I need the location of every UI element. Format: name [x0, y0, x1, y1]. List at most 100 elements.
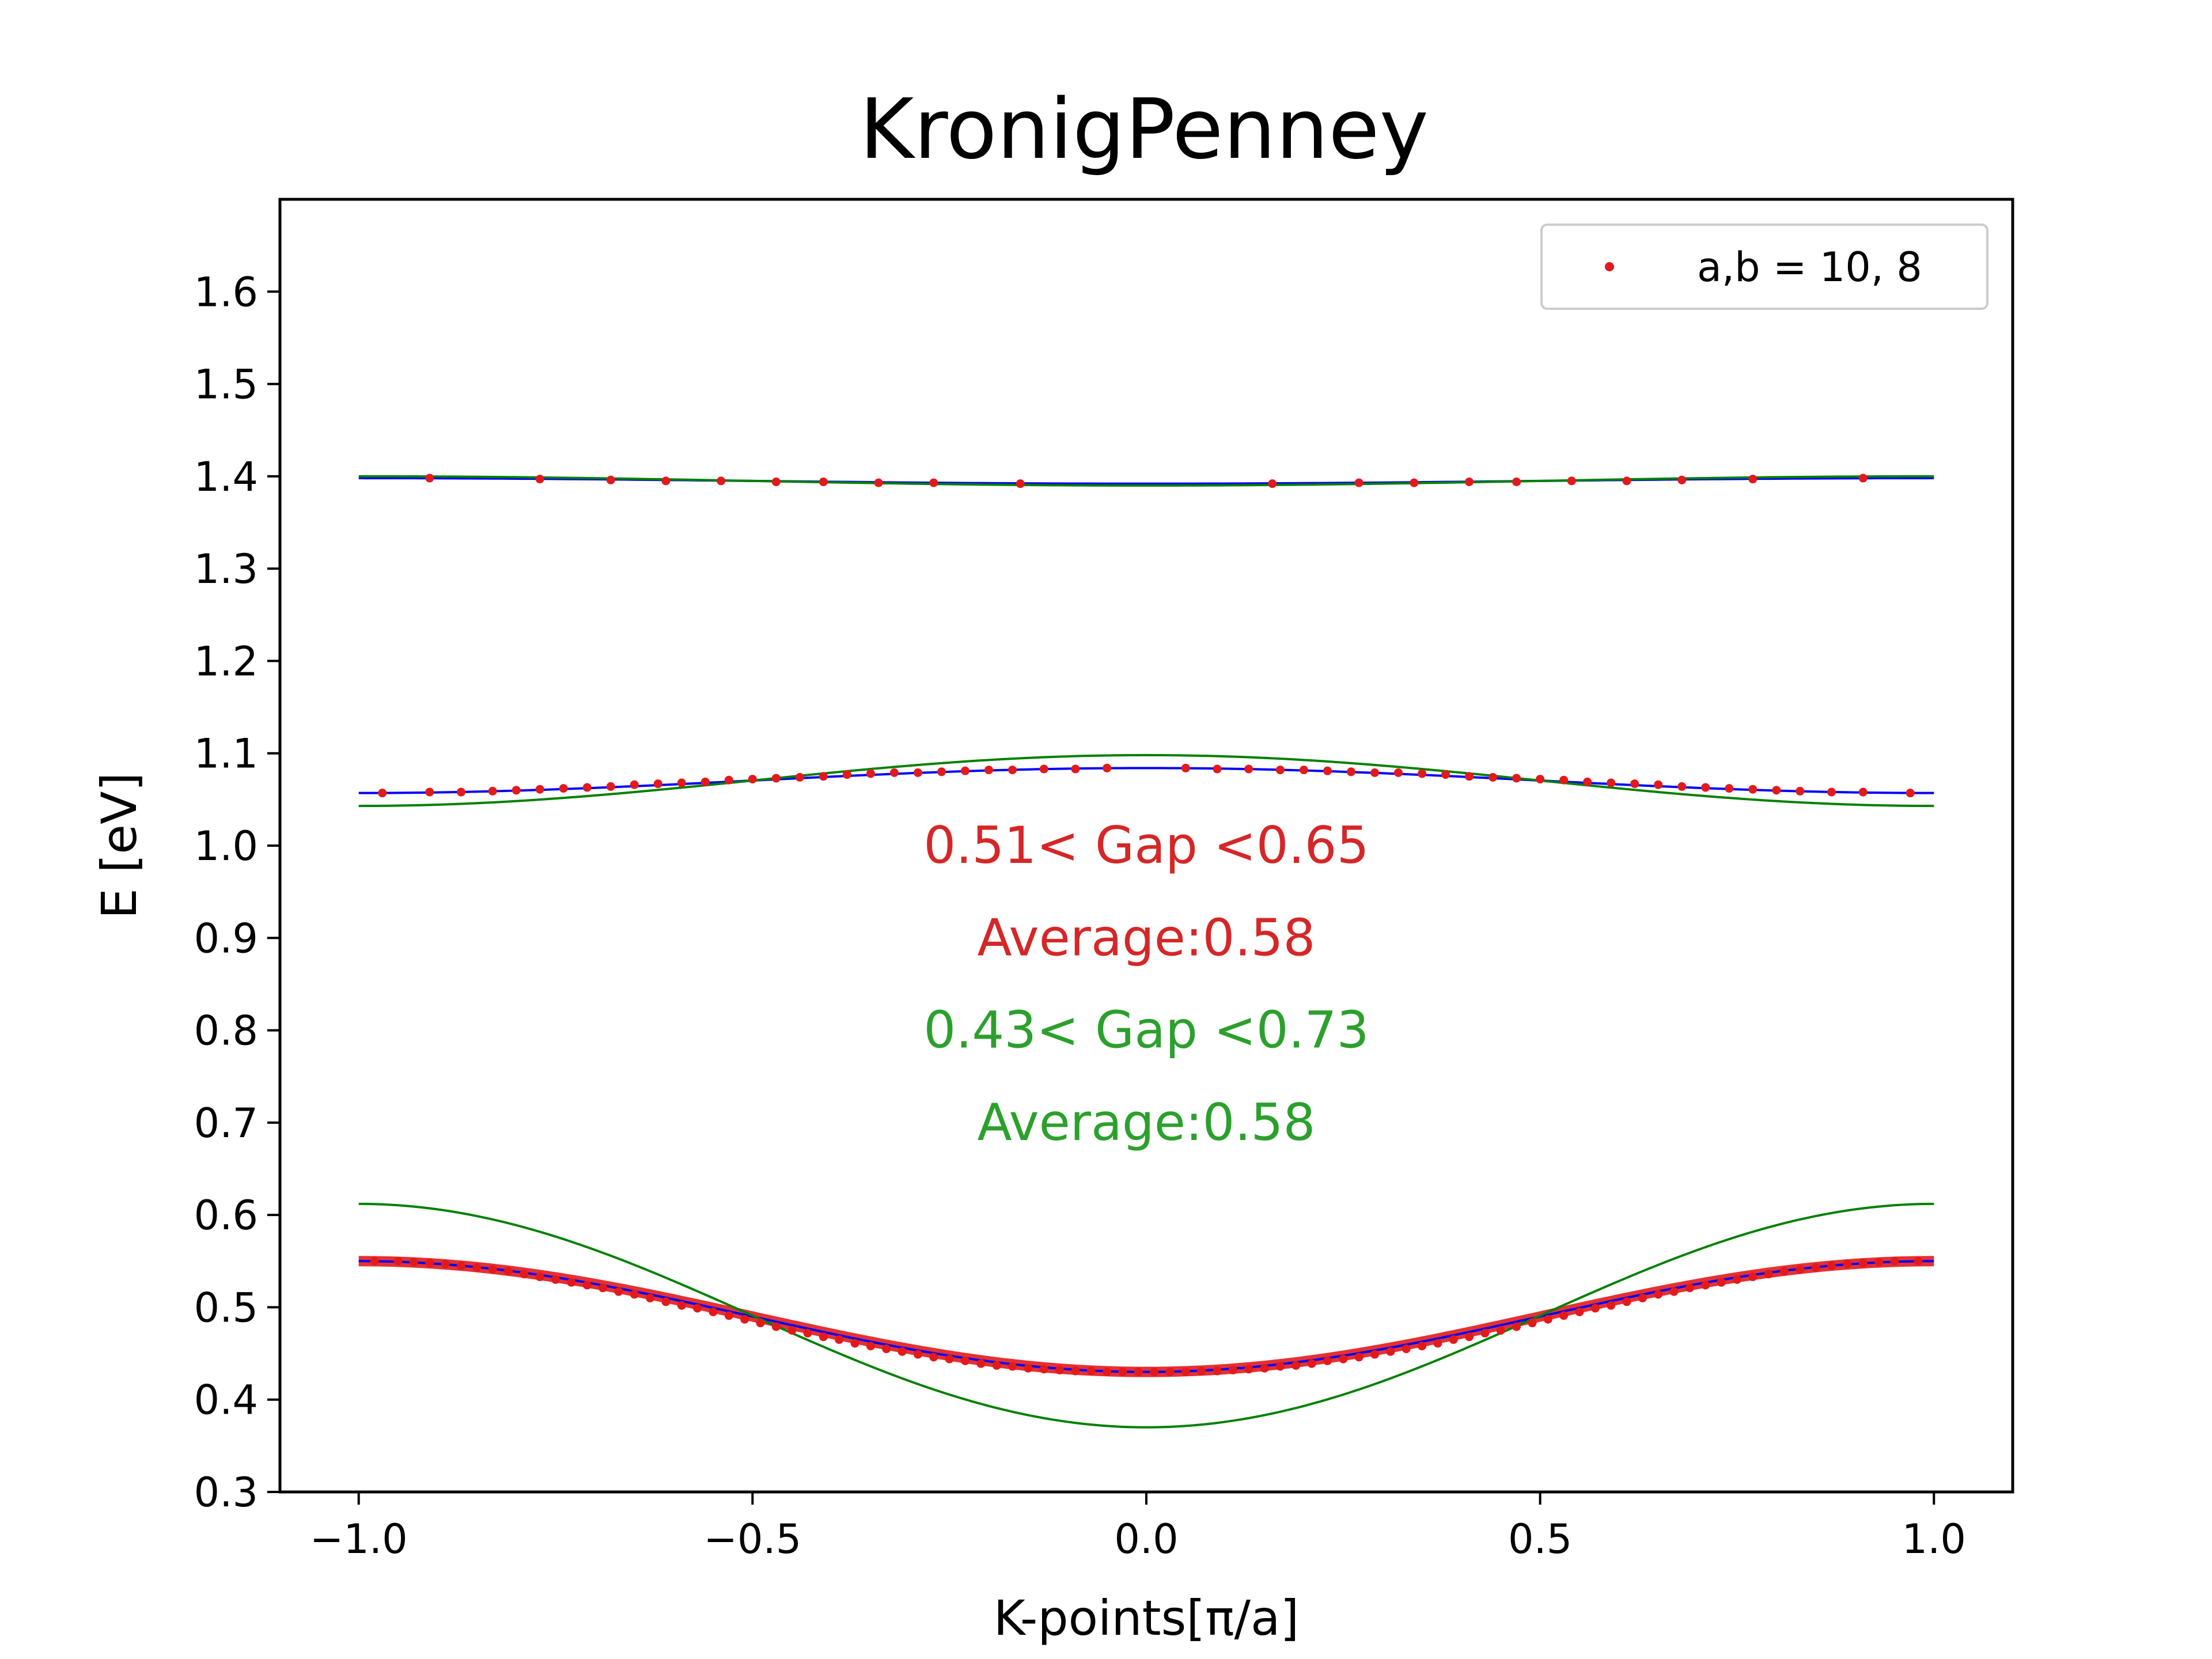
band-0-point-51 — [1181, 1368, 1190, 1377]
y-tick-label-0: 0.3 — [194, 1469, 258, 1516]
band-0-point-20 — [693, 1304, 702, 1313]
annotation-3: Average:0.58 — [978, 1093, 1316, 1152]
band-0-point-10 — [535, 1272, 544, 1282]
band-1-point-25 — [1008, 766, 1017, 775]
annotations-layer: 0.51< Gap <0.65 Average:0.58 0.43< Gap <0.… — [923, 816, 1369, 1152]
band-2-point-4 — [717, 476, 726, 486]
band-0-point-11 — [551, 1275, 560, 1284]
band-1-point-49 — [1677, 782, 1687, 791]
band-0-point-55 — [1244, 1365, 1253, 1374]
band-1-point-41 — [1488, 772, 1498, 782]
band-0-point-56 — [1260, 1363, 1269, 1373]
band-0-point-33 — [897, 1347, 907, 1356]
band-1-point-52 — [1748, 785, 1758, 794]
band-1-point-5 — [535, 785, 544, 794]
band-0-point-86 — [1732, 1275, 1741, 1284]
band-0-point-45 — [1086, 1366, 1096, 1376]
bands-layer — [358, 474, 1934, 1429]
band-1-point-9 — [630, 780, 639, 789]
band-0-point-48 — [1134, 1368, 1143, 1377]
x-tick-label-1: −0.5 — [703, 1516, 801, 1563]
band-0-point-17 — [646, 1293, 655, 1302]
band-0-point-72 — [1512, 1322, 1521, 1331]
band-1-point-31 — [1244, 764, 1253, 774]
band-2-point-1 — [535, 475, 544, 484]
band-1-point-10 — [653, 779, 662, 789]
band-2-point-3 — [661, 476, 671, 486]
band-2-point-2 — [606, 475, 615, 484]
annotation-2: 0.43< Gap <0.73 — [923, 1001, 1369, 1060]
band-0-point-39 — [992, 1361, 1001, 1370]
annotation-0: 0.51< Gap <0.65 — [923, 816, 1369, 875]
band-2-point-8 — [929, 478, 938, 487]
band-1-point-0 — [378, 789, 387, 798]
band-0-point-92 — [1827, 1261, 1836, 1270]
band-0-point-40 — [1008, 1362, 1017, 1371]
band-0-point-85 — [1717, 1278, 1726, 1287]
band-0-point-19 — [677, 1301, 686, 1310]
band-0-point-89 — [1779, 1267, 1789, 1276]
band-2-point-15 — [1567, 476, 1576, 486]
band-1-point-11 — [677, 778, 686, 787]
band-0-point-95 — [1874, 1257, 1884, 1267]
band-1-point-38 — [1418, 769, 1427, 778]
band-1-point-53 — [1772, 786, 1781, 795]
band-0-point-1 — [393, 1256, 403, 1266]
band-2-point-17 — [1677, 475, 1687, 484]
band-0-point-41 — [1024, 1363, 1033, 1373]
band-0-point-30 — [850, 1339, 859, 1348]
y-tick-label-1: 0.4 — [194, 1377, 258, 1424]
x-tick-label-4: 1.0 — [1902, 1516, 1966, 1563]
band-2-point-0 — [425, 474, 434, 483]
band-0-point-63 — [1370, 1350, 1380, 1359]
band-0-point-53 — [1213, 1366, 1222, 1376]
y-tick-label-12: 1.5 — [194, 361, 258, 408]
legend-marker — [1605, 262, 1614, 271]
band-0-point-62 — [1354, 1353, 1363, 1362]
band-0-point-15 — [614, 1287, 623, 1296]
band-1-point-18 — [842, 770, 851, 779]
legend-box — [1540, 224, 1988, 310]
band-0-point-13 — [582, 1281, 592, 1290]
band-0-point-44 — [1071, 1366, 1080, 1376]
band-1-point-15 — [771, 774, 781, 783]
band-1-point-16 — [795, 772, 804, 782]
band-1-point-24 — [984, 766, 994, 775]
band-1-point-55 — [1827, 787, 1836, 797]
band-1-point-7 — [582, 783, 592, 792]
band-0-point-31 — [866, 1342, 875, 1351]
band-0-point-18 — [661, 1297, 671, 1306]
chart-title: KronigPenney — [859, 81, 1429, 177]
band-1-point-34 — [1323, 766, 1332, 775]
band-1-point-54 — [1796, 786, 1805, 796]
band-2-point-9 — [1016, 479, 1025, 488]
band-0-point-34 — [913, 1350, 922, 1359]
band-2-point-18 — [1748, 475, 1758, 484]
band-1-point-43 — [1536, 775, 1545, 784]
band-0-point-74 — [1543, 1315, 1552, 1324]
band-0-point-67 — [1433, 1339, 1442, 1348]
y-axis: 0.3 0.4 0.5 0.6 0.7 0.8 0.9 1.0 1.1 1.2 1.3 1.4 1.5 1… — [194, 268, 280, 1516]
band-0-point-0 — [370, 1256, 379, 1266]
band-2-point-16 — [1622, 476, 1631, 486]
band-2-green-curve — [358, 475, 1934, 487]
band-0-point-91 — [1811, 1263, 1820, 1272]
band-1-point-22 — [937, 767, 946, 777]
band-1-point-46 — [1607, 778, 1616, 787]
band-0-point-14 — [599, 1283, 608, 1293]
band-0-point-37 — [961, 1356, 970, 1365]
band-1-point-6 — [559, 784, 568, 793]
band-1-point-30 — [1213, 764, 1222, 774]
band-2-point-11 — [1354, 478, 1363, 487]
y-tick-label-9: 1.2 — [194, 638, 258, 685]
band-0-point-77 — [1590, 1304, 1600, 1313]
band-1-point-35 — [1346, 767, 1355, 777]
band-0-point-27 — [803, 1328, 812, 1338]
band-1-point-23 — [961, 766, 970, 775]
band-0-point-87 — [1748, 1272, 1758, 1282]
y-tick-label-6: 0.9 — [194, 915, 258, 962]
band-1-point-2 — [456, 787, 465, 797]
band-1-point-13 — [724, 775, 733, 785]
x-tick-label-3: 0.5 — [1508, 1516, 1572, 1563]
